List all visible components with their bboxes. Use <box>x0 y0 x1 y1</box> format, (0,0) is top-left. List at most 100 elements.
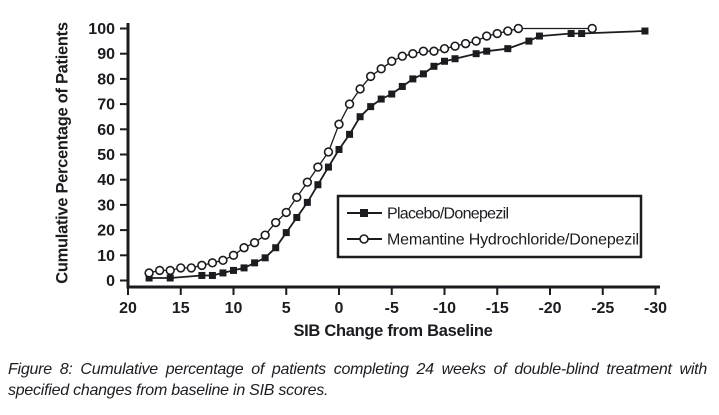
data-point-open-circle <box>323 147 334 157</box>
data-point-filled-square <box>525 37 533 45</box>
data-point-filled-square <box>367 103 375 111</box>
x-tick-label: 15 <box>172 300 190 317</box>
data-point-filled-square <box>535 32 543 40</box>
data-point-filled-square <box>166 274 174 282</box>
data-point-filled-square <box>451 55 459 63</box>
data-point-filled-square <box>472 50 480 58</box>
legend-marker-filled-square <box>360 209 368 217</box>
data-point-open-circle <box>471 36 481 46</box>
data-point-open-circle <box>271 217 281 228</box>
data-point-filled-square <box>293 214 301 221</box>
x-tick-label: -10 <box>433 300 456 317</box>
y-tick-label: 80 <box>97 71 115 88</box>
chart-area: 0 10 20 30 40 50 60 70 80 90 100 20 15 10 5 0 -5 -10 -15 -2… <box>53 21 668 340</box>
data-point-open-circle <box>249 238 260 248</box>
legend-marker-open-circle <box>359 234 369 244</box>
data-point-filled-square <box>282 229 290 237</box>
data-point-open-circle <box>197 260 207 271</box>
data-point-filled-square <box>230 266 237 274</box>
x-tick-label: -15 <box>486 300 509 317</box>
y-tick-label: 70 <box>97 97 115 114</box>
y-tick-label: 40 <box>97 172 115 189</box>
data-point-filled-square <box>240 264 248 272</box>
data-point-filled-square <box>251 259 259 267</box>
data-point-open-circle <box>355 84 365 94</box>
data-point-open-circle <box>387 56 397 66</box>
y-tick-label: 100 <box>88 21 115 38</box>
data-point-filled-square <box>398 82 406 90</box>
data-point-open-circle <box>334 119 344 129</box>
x-tick-label: -5 <box>385 300 399 317</box>
x-tick-label: 0 <box>335 300 344 317</box>
x-tick-label: -25 <box>591 300 614 317</box>
data-point-filled-square <box>441 57 448 65</box>
data-point-open-circle <box>460 38 471 49</box>
x-tick-label: -30 <box>644 300 667 317</box>
data-point-open-circle <box>302 177 313 187</box>
data-point-open-circle <box>482 31 492 41</box>
data-point-filled-square <box>145 274 153 282</box>
x-tick-label: 10 <box>225 300 243 317</box>
y-tick-label: 60 <box>97 122 115 139</box>
data-point-filled-square <box>578 30 586 38</box>
data-point-open-circle <box>186 263 197 273</box>
y-tick-label: 0 <box>106 273 115 290</box>
data-point-filled-square <box>409 75 417 83</box>
data-point-open-circle <box>450 41 460 51</box>
data-point-open-circle <box>176 263 186 273</box>
data-point-open-circle <box>260 230 270 240</box>
data-point-open-circle <box>313 162 323 172</box>
legend-label: Memantine Hydrochloride/Donepezil <box>387 232 639 249</box>
data-point-open-circle <box>492 28 502 39</box>
x-tick-label: -20 <box>538 300 561 317</box>
data-point-filled-square <box>272 244 280 252</box>
data-point-filled-square <box>335 145 343 153</box>
data-point-filled-square <box>430 62 438 70</box>
x-tick-label: 5 <box>282 300 291 317</box>
data-point-open-circle <box>281 207 291 218</box>
y-tick-label: 30 <box>97 197 115 214</box>
data-point-open-circle <box>513 23 524 34</box>
data-point-filled-square <box>208 271 216 279</box>
data-point-open-circle <box>292 192 302 203</box>
data-point-open-circle <box>144 268 154 278</box>
data-point-filled-square <box>261 254 269 262</box>
figure-caption: Figure 8: Cumulative percentage of patie… <box>8 361 707 399</box>
data-point-open-circle <box>408 48 418 59</box>
data-point-open-circle <box>429 46 439 56</box>
data-point-filled-square <box>419 70 427 78</box>
data-point-open-circle <box>376 64 386 74</box>
data-point-open-circle <box>165 265 175 276</box>
y-axis-title: Cumulative Percentage of Patients <box>53 22 72 284</box>
y-tick-label: 10 <box>97 248 115 265</box>
data-point-open-circle <box>239 243 249 253</box>
y-tick-label: 20 <box>97 223 115 240</box>
data-point-filled-square <box>388 90 396 98</box>
data-point-open-circle <box>503 26 513 36</box>
data-point-open-circle <box>418 46 429 56</box>
data-point-filled-square <box>303 198 311 206</box>
data-point-filled-square <box>314 181 322 189</box>
data-point-open-circle <box>344 99 355 109</box>
data-point-open-circle <box>228 250 239 261</box>
data-point-filled-square <box>346 130 354 138</box>
y-tick-label: 50 <box>97 147 115 164</box>
x-tick-label: 20 <box>119 300 137 317</box>
data-point-open-circle <box>397 51 407 61</box>
legend-box <box>336 194 643 259</box>
y-tick-label: 90 <box>97 46 115 63</box>
data-point-filled-square <box>219 269 227 277</box>
data-point-filled-square <box>377 95 385 103</box>
data-point-filled-square <box>483 47 491 55</box>
data-point-open-circle <box>365 71 376 82</box>
legend-label: Placebo/Donepezil <box>387 206 509 223</box>
data-point-filled-square <box>198 271 206 279</box>
data-point-filled-square <box>567 30 575 38</box>
data-point-filled-square <box>324 163 332 171</box>
data-point-filled-square <box>356 113 364 121</box>
data-point-open-circle <box>218 255 228 266</box>
x-axis-title: SIB Change from Baseline <box>293 322 493 340</box>
data-point-filled-square <box>504 45 512 53</box>
